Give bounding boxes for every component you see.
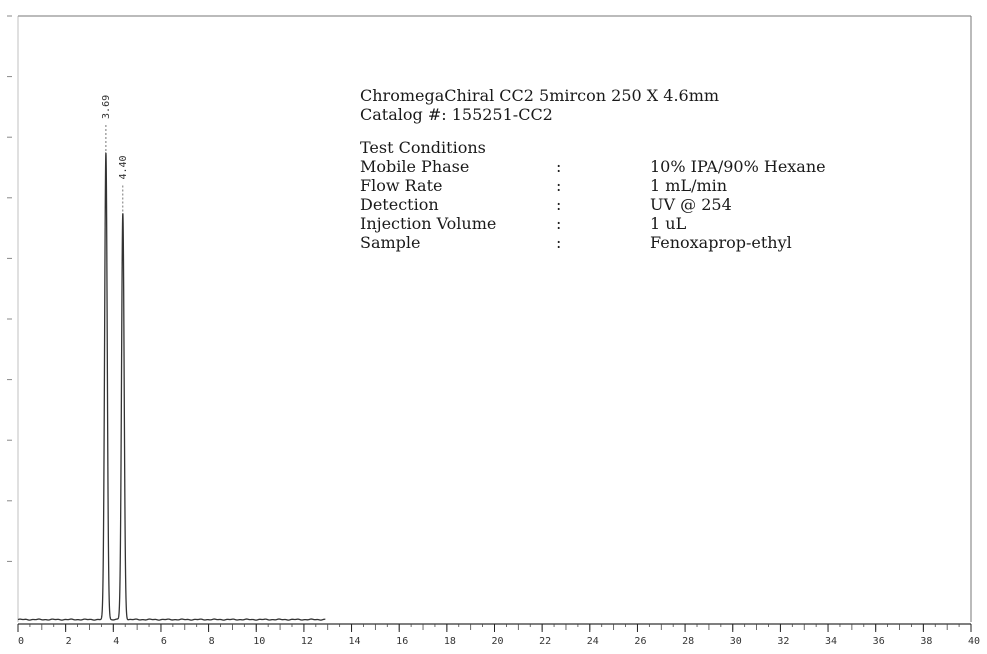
x-tick-label: 22 xyxy=(539,636,551,647)
chromatogram-trace xyxy=(17,152,326,621)
condition-value: 10% IPA/90% Hexane xyxy=(650,157,826,176)
condition-row: Mobile Phase : 10% IPA/90% Hexane xyxy=(360,157,826,176)
condition-sep: : xyxy=(556,157,562,176)
peak-label: 3.69 xyxy=(101,95,112,119)
condition-value: UV @ 254 xyxy=(650,195,732,214)
peak-label: 4.40 xyxy=(118,155,129,179)
condition-row: Injection Volume : 1 uL xyxy=(360,214,826,233)
x-tick-label: 30 xyxy=(730,636,742,647)
peak-labels: 3.69 4.40 xyxy=(101,95,129,212)
x-tick-label: 2 xyxy=(66,636,72,647)
y-axis-ticks xyxy=(7,15,12,562)
x-tick-label: 26 xyxy=(634,636,646,647)
condition-key: Sample xyxy=(360,233,421,252)
condition-value: 1 uL xyxy=(650,214,687,233)
x-tick-label: 40 xyxy=(968,636,980,647)
x-tick-label: 8 xyxy=(209,636,215,647)
column-name: ChromegaChiral CC2 5mircon 250 X 4.6mm xyxy=(360,86,720,105)
x-tick-label: 24 xyxy=(587,636,599,647)
condition-key: Injection Volume xyxy=(360,214,497,233)
conditions-heading: Test Conditions xyxy=(360,138,486,157)
condition-value: Fenoxaprop-ethyl xyxy=(650,233,792,252)
x-tick-label: 36 xyxy=(873,636,885,647)
x-axis: 0 2 4 6 8 10 12 14 16 18 20 22 24 26 28 30 32 34 36 38 40 xyxy=(17,623,980,647)
x-tick-label: 10 xyxy=(253,636,265,647)
x-tick-label: 32 xyxy=(777,636,789,647)
x-tick-label: 34 xyxy=(825,636,837,647)
x-tick-label: 0 xyxy=(18,636,24,647)
condition-row: Sample : Fenoxaprop-ethyl xyxy=(360,233,826,252)
condition-sep: : xyxy=(556,195,562,214)
condition-key: Detection xyxy=(360,195,439,214)
catalog-number: Catalog #: 155251-CC2 xyxy=(360,105,553,124)
condition-key: Mobile Phase xyxy=(360,157,470,176)
conditions-list: Mobile Phase : 10% IPA/90% Hexane Flow R… xyxy=(360,157,826,252)
condition-sep: : xyxy=(556,233,562,252)
method-info: ChromegaChiral CC2 5mircon 250 X 4.6mm C… xyxy=(360,86,826,252)
condition-sep: : xyxy=(556,176,562,195)
condition-row: Detection : UV @ 254 xyxy=(360,195,826,214)
x-tick-label: 20 xyxy=(491,636,503,647)
condition-sep: : xyxy=(556,214,562,233)
x-tick-label: 4 xyxy=(113,636,119,647)
x-tick-label: 14 xyxy=(349,636,361,647)
x-tick-label: 38 xyxy=(920,636,932,647)
condition-row: Flow Rate : 1 mL/min xyxy=(360,176,826,195)
condition-key: Flow Rate xyxy=(360,176,443,195)
x-tick-label: 18 xyxy=(444,636,456,647)
x-tick-label: 16 xyxy=(396,636,408,647)
plot-frame xyxy=(17,15,972,622)
x-tick-label: 12 xyxy=(301,636,313,647)
x-tick-label: 28 xyxy=(682,636,694,647)
x-tick-label: 6 xyxy=(161,636,167,647)
condition-value: 1 mL/min xyxy=(650,176,728,195)
